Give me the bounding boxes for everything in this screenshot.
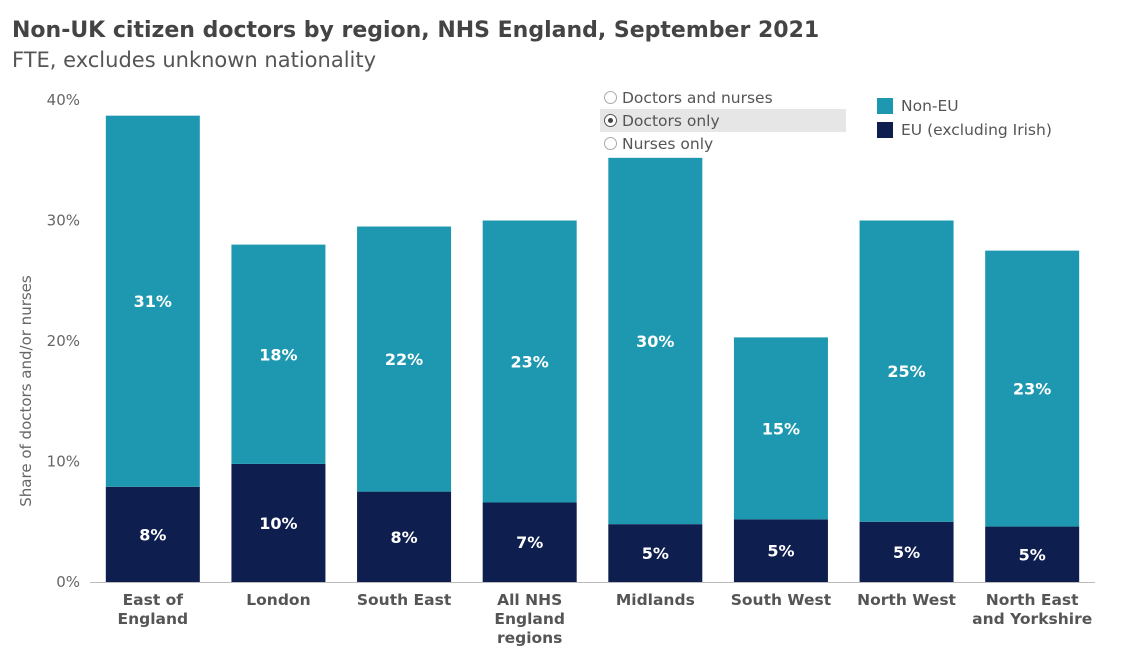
data-label: 5% [642,544,669,563]
bar-segment-non-eu [985,250,1080,527]
x-tick-label-line: England [494,610,565,628]
bar-segment-non-eu [859,220,954,522]
x-tick-label-line: regions [497,629,562,647]
bar-segment-non-eu [357,226,452,492]
bar-segment-eu [105,486,200,582]
data-label: 7% [516,533,543,552]
x-tick-label-line: and Yorkshire [972,610,1092,628]
data-label: 5% [767,542,794,561]
bar-segment-eu [608,524,703,582]
x-tick-label: East of England [118,591,189,628]
data-label: 23% [1013,380,1051,399]
radio-option-label: Doctors only [622,111,720,130]
bar-segment-eu [357,491,452,582]
bar-segment-eu [231,463,326,582]
data-label: 30% [636,332,674,351]
bar-segment-non-eu [105,115,200,487]
data-label: 8% [139,525,166,544]
measure-radio-group: Doctors and nurses Doctors only Nurses o… [600,86,846,155]
data-label: 15% [762,419,800,438]
x-tick-label: All NHS England regions [494,591,565,647]
data-label: 5% [893,543,920,562]
legend-label: EU (excluding Irish) [901,121,1052,139]
bar-segment-non-eu [482,220,577,503]
radio-option-nurses-only[interactable]: Nurses only [600,132,846,155]
data-label: 10% [259,514,297,533]
bar-segment-non-eu [733,337,828,520]
radio-button-selected-icon [604,114,617,127]
y-axis-label: Share of doctors and/or nurses [17,275,35,507]
chart-title: Non-UK citizen doctors by region, NHS En… [12,18,820,43]
legend-swatch [877,98,893,114]
y-tick-label: 10% [47,453,80,471]
chart-subtitle: FTE, excludes unknown nationality [12,48,377,72]
legend-swatch [877,122,893,138]
x-tick-label: North West [857,591,956,609]
data-label: 8% [390,528,417,547]
x-tick-label-line: North East [986,591,1079,609]
x-tick-label-line: South East [357,591,452,609]
data-label: 31% [134,292,172,311]
data-label: 5% [1019,545,1046,564]
bar-segment-eu [985,526,1080,582]
bar-segment-non-eu [608,157,703,525]
legend-label: Non-EU [901,97,959,115]
x-tick-label-line: London [246,591,310,609]
x-tick-label: South East [357,591,452,609]
data-label: 22% [385,350,423,369]
x-tick-label-line: East of [123,591,184,609]
y-tick-label: 40% [47,91,80,109]
x-tick-label-line: Midlands [616,591,695,609]
x-tick-label-line: South West [731,591,832,609]
legend-item-eu: EU (excluding Irish) [877,118,1052,142]
radio-option-doctors-only[interactable]: Doctors only [600,109,846,132]
x-tick-label: North East and Yorkshire [972,591,1092,628]
x-tick-label: Midlands [616,591,695,609]
bar-segment-eu [859,521,954,582]
legend-item-non-eu: Non-EU [877,94,1052,118]
x-tick-label-line: England [118,610,189,628]
radio-option-doctors-and-nurses[interactable]: Doctors and nurses [600,86,846,109]
x-tick-label: South West [731,591,832,609]
y-tick-label: 20% [47,332,80,350]
radio-button-icon [604,91,617,104]
x-tick-label-line: North West [857,591,956,609]
bar-segment-eu [482,502,577,582]
x-tick-label: London [246,591,310,609]
x-tick-label-line: All NHS [497,591,562,609]
radio-button-icon [604,137,617,150]
data-label: 18% [259,345,297,364]
bar-segment-non-eu [231,244,326,464]
chart-legend: Non-EU EU (excluding Irish) [877,94,1052,142]
data-label: 25% [887,362,925,381]
radio-option-label: Doctors and nurses [622,88,773,107]
y-tick-label: 30% [47,212,80,230]
data-label: 23% [511,352,549,371]
y-tick-label: 0% [56,573,80,591]
radio-option-label: Nurses only [622,134,714,153]
bar-segment-eu [733,519,828,582]
